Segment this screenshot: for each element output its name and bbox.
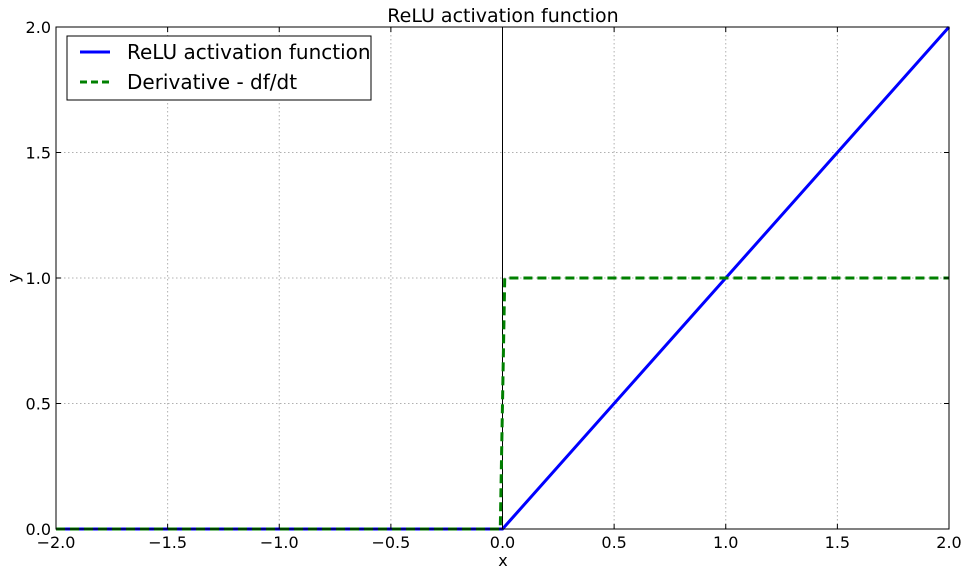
legend: ReLU activation function Derivative - df/… xyxy=(66,35,372,101)
y-axis-label: y xyxy=(4,273,23,282)
x-tick-label: 1.5 xyxy=(825,533,850,552)
y-tick-label: 2.0 xyxy=(26,18,51,37)
x-tick-label: −2.0 xyxy=(37,533,76,552)
axis-ticks: −2.0 −1.5 −1.0 −0.5 0.0 0.5 1.0 1.5 2.0 0.0 0.5 1.0… xyxy=(26,18,962,552)
y-tick-label: 1.0 xyxy=(26,269,51,288)
legend-relu-label: ReLU activation function xyxy=(127,40,371,64)
grid-lines xyxy=(56,27,949,529)
x-axis-label: x xyxy=(498,551,507,570)
legend-derivative-label: Derivative - df/dt xyxy=(127,70,297,94)
y-tick-label: 0.5 xyxy=(26,395,51,414)
x-tick-label: 1.0 xyxy=(713,533,738,552)
x-tick-label: 0.5 xyxy=(601,533,626,552)
legend-box xyxy=(66,35,372,101)
x-tick-label: 2.0 xyxy=(936,533,961,552)
y-tick-label: 1.5 xyxy=(26,144,51,163)
x-tick-label: −1.5 xyxy=(148,533,187,552)
x-tick-label: −1.0 xyxy=(260,533,299,552)
x-tick-label: 0.0 xyxy=(490,533,515,552)
x-tick-label: −0.5 xyxy=(371,533,410,552)
y-tick-label: 0.0 xyxy=(26,520,51,539)
derivative-series-line xyxy=(56,276,949,531)
chart-title: ReLU activation function xyxy=(387,5,618,27)
